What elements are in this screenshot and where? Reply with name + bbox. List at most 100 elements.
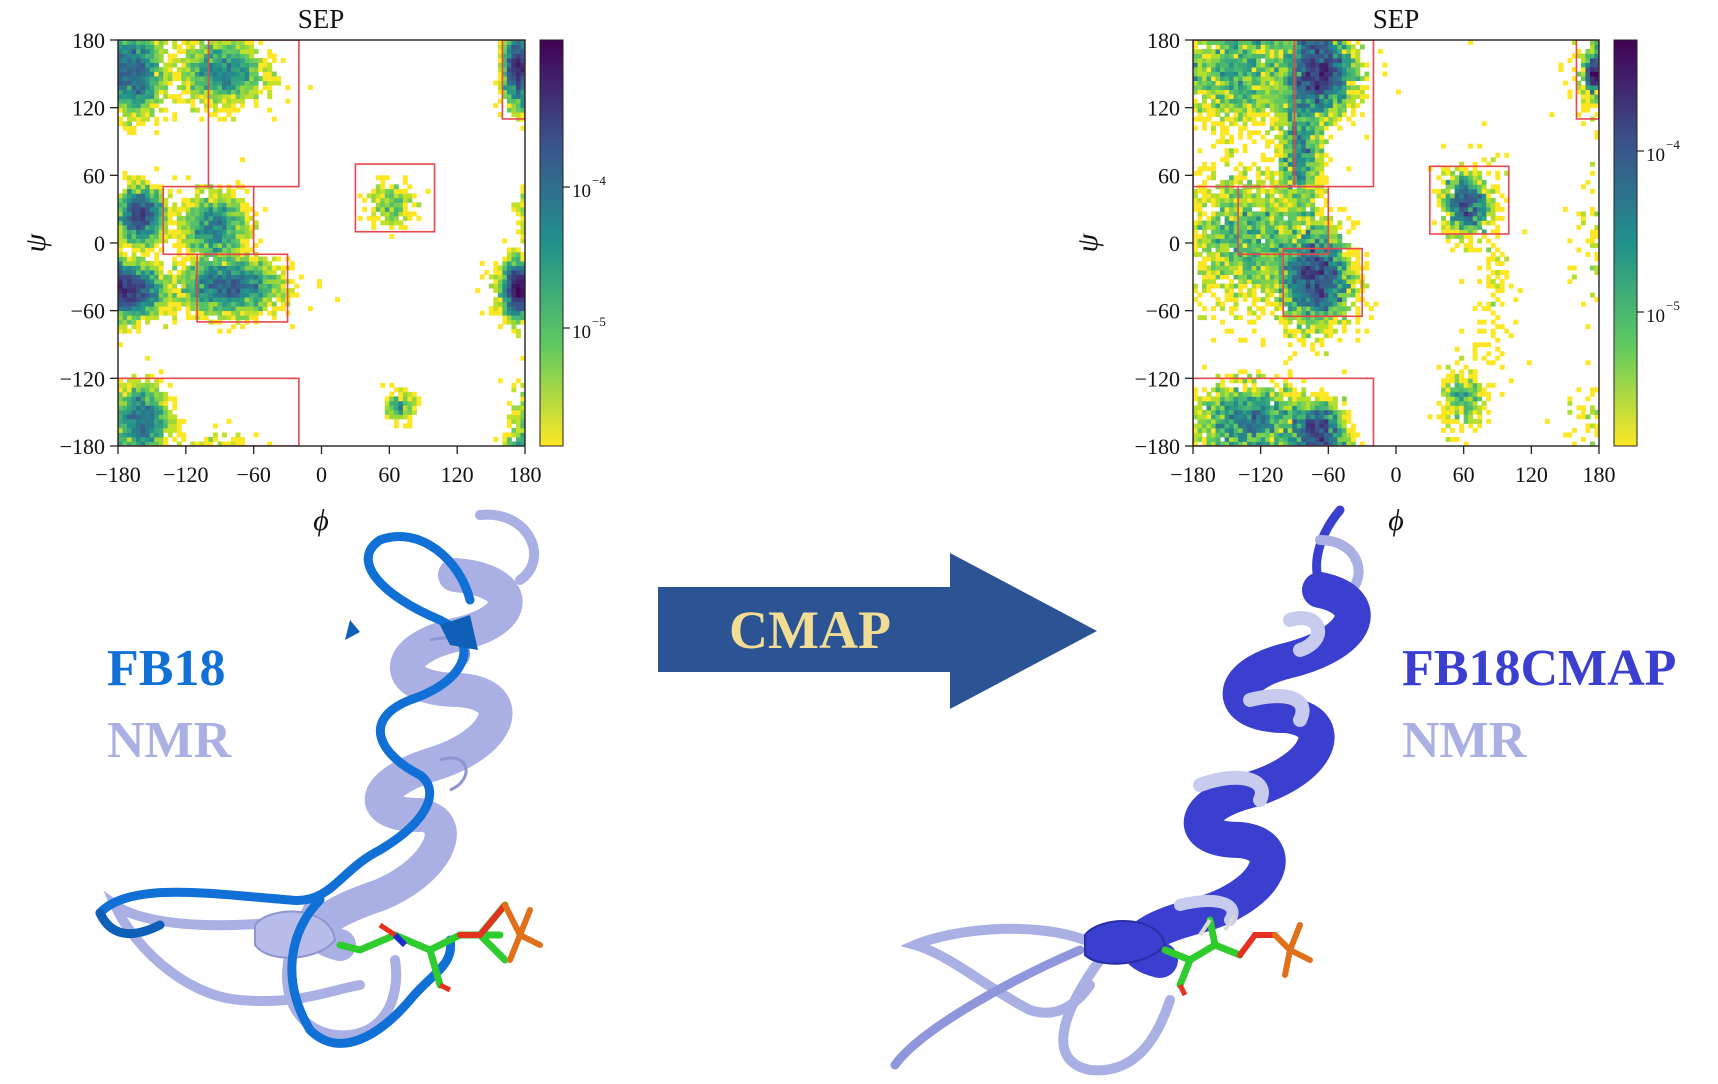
heatmap-cell <box>1260 220 1266 226</box>
heatmap-cell <box>1477 418 1483 424</box>
heatmap-cell <box>1580 103 1586 109</box>
heatmap-cell <box>1287 414 1293 420</box>
heatmap-cell <box>1233 197 1239 203</box>
heatmap-cell <box>1323 125 1329 131</box>
heatmap-cell <box>122 319 128 325</box>
heatmap-cell <box>1220 49 1225 54</box>
heatmap-cell <box>163 427 169 433</box>
heatmap-cell <box>1341 301 1347 307</box>
heatmap-cell <box>1278 89 1284 95</box>
heatmap-cell <box>158 238 164 244</box>
heatmap-cell <box>136 85 142 91</box>
heatmap-cell <box>158 188 164 194</box>
heatmap-cell <box>1256 405 1262 411</box>
heatmap-cell <box>267 53 273 59</box>
heatmap-cell <box>235 229 241 235</box>
heatmap-cell <box>172 427 178 433</box>
heatmap-cell <box>140 238 146 244</box>
heatmap-cell <box>158 80 164 86</box>
heatmap-cell <box>502 71 508 77</box>
heatmap-cell <box>240 44 246 50</box>
heatmap-cell <box>244 270 250 275</box>
heatmap-cell <box>1211 409 1216 415</box>
heatmap-cell <box>1310 409 1316 415</box>
heatmap-cell <box>240 288 246 294</box>
heatmap-cell <box>1197 58 1203 63</box>
heatmap-cell <box>1260 283 1266 289</box>
heatmap-cell <box>1193 283 1198 289</box>
heatmap-cell <box>1224 288 1230 294</box>
heatmap-cell <box>1468 202 1474 208</box>
heatmap-cell <box>1269 175 1275 181</box>
heatmap-cell <box>190 94 196 100</box>
heatmap-cell <box>1256 441 1262 446</box>
heatmap-cell <box>520 89 525 95</box>
heatmap-cell <box>1229 49 1234 54</box>
heatmap-cell <box>1314 139 1320 145</box>
heatmap-cell <box>1328 405 1334 411</box>
heatmap-cell <box>1278 233 1284 239</box>
heatmap-cell <box>520 283 525 289</box>
heatmap-cell <box>497 324 503 330</box>
heatmap-cell <box>1328 229 1334 235</box>
heatmap-cell <box>1594 387 1599 393</box>
heatmap-cell <box>511 283 517 289</box>
heatmap-cell <box>1233 220 1239 226</box>
heatmap-cell <box>249 62 255 68</box>
heatmap-cell <box>1251 71 1257 77</box>
heatmap-cell <box>411 202 417 208</box>
heatmap-cell <box>1445 211 1451 217</box>
heatmap-cell <box>122 76 128 81</box>
heatmap-cell <box>1477 220 1483 226</box>
heatmap-cell <box>1274 53 1280 59</box>
heatmap-cell <box>226 71 232 77</box>
heatmap-cell <box>1256 283 1262 289</box>
heatmap-cell <box>222 103 227 109</box>
heatmap-cell <box>1486 188 1492 194</box>
heatmap-cell <box>402 387 408 393</box>
heatmap-cell <box>199 197 205 203</box>
heatmap-cell <box>1278 288 1284 294</box>
heatmap-cell <box>1247 265 1253 271</box>
heatmap-cell <box>1332 297 1338 303</box>
heatmap-cell <box>1328 324 1334 330</box>
heatmap-cell <box>1346 94 1352 100</box>
heatmap-cell <box>1197 80 1203 86</box>
heatmap-cell <box>208 238 214 244</box>
heatmap-cell <box>1247 306 1253 312</box>
heatmap-cell <box>203 283 209 289</box>
heatmap-cell <box>1274 152 1280 158</box>
heatmap-cell <box>222 62 227 68</box>
heatmap-cell <box>136 49 142 54</box>
heatmap-cell <box>1238 265 1244 271</box>
heatmap-cell <box>1278 270 1284 275</box>
heatmap-cell <box>1301 436 1307 442</box>
heatmap-cell <box>149 382 155 388</box>
heatmap-cell <box>1337 274 1343 280</box>
heatmap-cell <box>258 279 264 284</box>
heatmap-cell <box>1454 206 1460 212</box>
heatmap-cell <box>253 62 259 68</box>
heatmap-cell <box>1260 247 1266 253</box>
heatmap-cell <box>172 175 178 181</box>
heatmap-cell <box>1292 247 1298 253</box>
heatmap-cell <box>515 274 521 280</box>
heatmap-cell <box>154 121 160 127</box>
heatmap-cell <box>1224 49 1230 54</box>
heatmap-cell <box>167 76 173 81</box>
heatmap-cell <box>1585 238 1591 244</box>
heatmap-cell <box>1468 396 1474 402</box>
heatmap-cell <box>1323 310 1329 316</box>
heatmap-cell <box>1278 220 1284 226</box>
heatmap-cell <box>136 76 142 81</box>
heatmap-cell <box>1197 427 1203 433</box>
heatmap-cell <box>1319 62 1325 68</box>
heatmap-cell <box>208 112 214 118</box>
heatmap-cell <box>1314 193 1320 199</box>
heatmap-cell <box>1242 143 1248 149</box>
heatmap-cell <box>118 202 123 208</box>
heatmap-cell <box>145 85 151 91</box>
heatmap-cell <box>1283 211 1289 217</box>
heatmap-cell <box>203 270 209 275</box>
heatmap-cell <box>1301 170 1307 176</box>
